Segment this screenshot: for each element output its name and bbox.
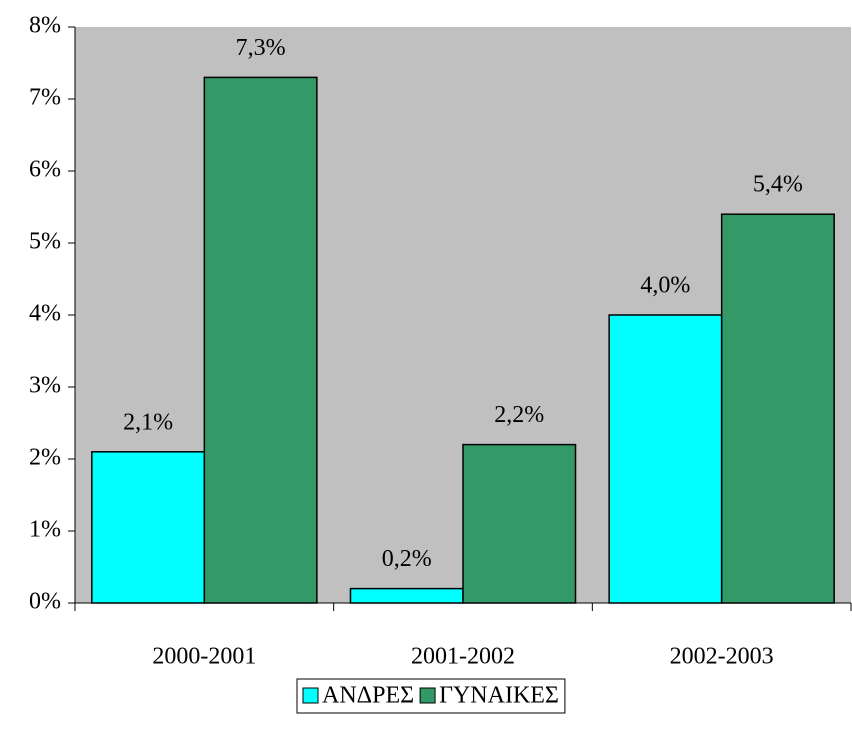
bar — [720, 213, 835, 604]
legend-label: ΑΝΔΡΕΣ — [322, 683, 414, 709]
legend: ΑΝΔΡΕΣ ΓΥΝΑΙΚΕΣ — [296, 678, 566, 714]
y-tick-label: 8% — [29, 13, 61, 39]
y-tick-label: 0% — [29, 589, 61, 615]
y-tick-label: 4% — [29, 301, 61, 327]
bar — [608, 314, 723, 604]
y-tick-label: 7% — [29, 85, 61, 111]
y-tick-label: 5% — [29, 229, 61, 255]
y-tick-label: 6% — [29, 157, 61, 183]
bar — [203, 76, 318, 604]
bar — [349, 587, 464, 604]
bar — [462, 443, 577, 604]
legend-swatch — [419, 687, 436, 704]
y-tick-label: 1% — [29, 517, 61, 543]
data-label: 0,2% — [382, 546, 432, 572]
data-label: 4,0% — [640, 273, 690, 299]
x-tick-label: 2001-2002 — [411, 644, 515, 670]
x-tick-label: 2002-2003 — [670, 644, 774, 670]
legend-swatch — [302, 687, 319, 704]
data-label: 2,1% — [123, 409, 173, 435]
data-label: 5,4% — [753, 172, 803, 198]
legend-label: ΓΥΝΑΙΚΕΣ — [439, 683, 559, 709]
data-label: 2,2% — [494, 402, 544, 428]
bar — [91, 451, 206, 604]
y-tick-label: 2% — [29, 445, 61, 471]
y-tick-label: 3% — [29, 373, 61, 399]
x-tick-label: 2000-2001 — [152, 644, 256, 670]
data-label: 7,3% — [236, 35, 286, 61]
